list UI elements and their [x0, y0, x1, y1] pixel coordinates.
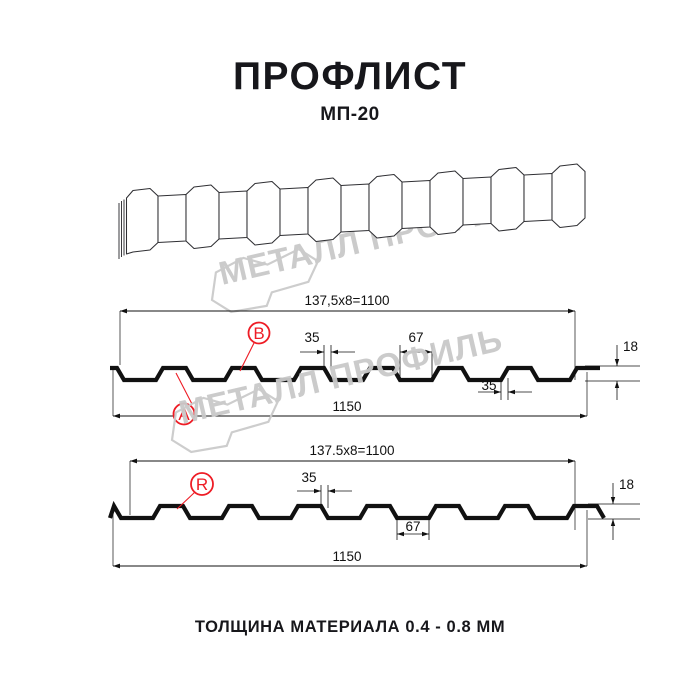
iso-wave	[125, 187, 159, 255]
dim-crest2-top	[478, 378, 532, 400]
iso-wave	[429, 170, 464, 236]
profile-outline-bottom	[108, 500, 606, 521]
iso-flat	[279, 186, 309, 237]
marker-b-label: B	[253, 324, 264, 343]
dim-label-trough-bottom: 67	[405, 519, 420, 534]
iso-flat	[218, 190, 248, 240]
iso-wave	[551, 163, 586, 229]
dim-label-total-top: 1150	[332, 399, 361, 414]
watermark-logo-shape	[170, 387, 280, 454]
dim-trough-bottom	[396, 516, 430, 540]
dim-label-pitch-top: 137,5x8=1100	[305, 293, 390, 308]
iso-flat	[462, 176, 492, 226]
watermark-lower: МЕТАЛЛ ПРОФИЛЬ	[170, 320, 506, 454]
watermark-logo-shape	[210, 247, 320, 314]
dim-label-pitch-bottom: 137.5x8=1100	[310, 443, 395, 458]
iso-wave	[368, 173, 403, 239]
material-thickness-note: ТОЛЩИНА МАТЕРИАЛА 0.4 - 0.8 ММ	[194, 618, 506, 636]
iso-wave	[490, 166, 525, 232]
profile-outline-top	[110, 365, 600, 383]
marker-b: B	[239, 321, 271, 372]
dim-label-total-bottom: 1150	[332, 549, 361, 564]
dim-total-bottom	[112, 510, 588, 569]
dim-label-height-top: 18	[623, 339, 638, 354]
dim-label-crest2-top: 35	[481, 378, 496, 393]
dim-pitch-bottom	[129, 458, 576, 530]
cross-section-bottom: 137.5x8=1100 35 67	[108, 443, 640, 569]
dim-label-crest-bottom: 35	[301, 470, 316, 485]
marker-r: R	[176, 472, 214, 510]
marker-a: A	[172, 372, 196, 426]
dim-label-trough-top: 67	[408, 330, 423, 345]
iso-wave	[185, 184, 220, 250]
marker-r-label: R	[196, 475, 208, 494]
dim-label-height-bottom: 18	[619, 477, 634, 492]
iso-flat	[340, 183, 370, 233]
watermark-label-lower: МЕТАЛЛ ПРОФИЛЬ	[175, 320, 506, 431]
page-subtitle: МП-20	[320, 104, 380, 125]
sheet-edge-lines	[118, 198, 127, 259]
iso-flat	[523, 172, 553, 223]
iso-flat	[401, 179, 431, 230]
iso-wave	[307, 177, 342, 243]
dim-height-bottom	[588, 483, 640, 540]
iso-wave	[246, 180, 281, 246]
dim-height-top	[585, 345, 640, 400]
page-title: ПРОФЛИСТ	[232, 55, 468, 98]
cross-section-top: 137,5x8=1100 35 67	[110, 293, 640, 426]
dim-crest-bottom	[297, 485, 352, 508]
iso-flat	[157, 193, 187, 244]
dim-trough-top	[399, 345, 433, 378]
dim-crest-top	[300, 345, 355, 370]
isometric-profile-view	[118, 163, 586, 259]
dim-label-crest-top: 35	[304, 330, 319, 345]
